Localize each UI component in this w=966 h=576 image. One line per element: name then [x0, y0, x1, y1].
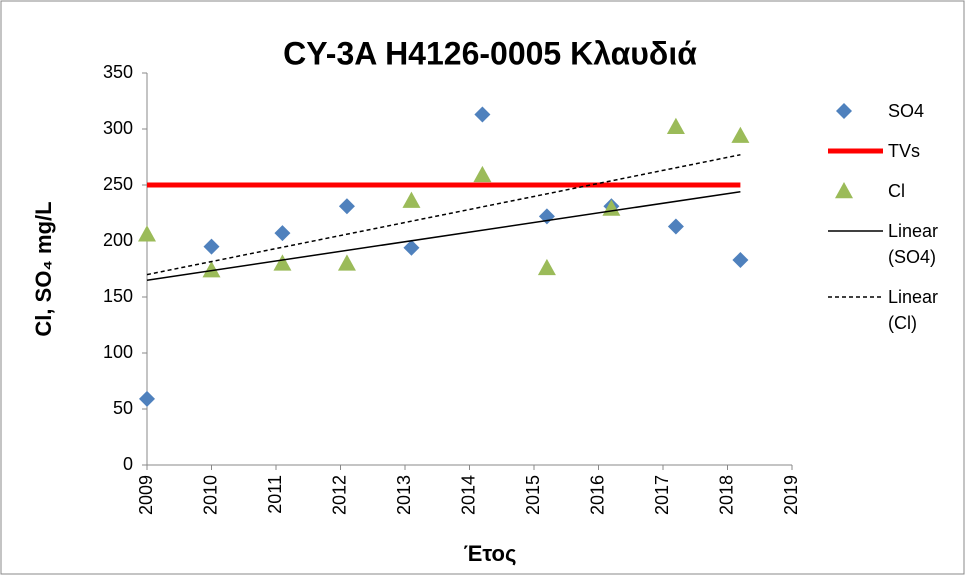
legend-swatch — [828, 296, 883, 298]
y-tick-label: 250 — [103, 174, 133, 194]
point — [474, 106, 491, 123]
point — [203, 238, 220, 255]
point — [338, 198, 355, 215]
point — [274, 225, 291, 242]
point — [402, 191, 421, 208]
legend-swatch — [836, 103, 852, 119]
point — [273, 254, 292, 271]
point — [667, 218, 684, 235]
x-tick-label: 2019 — [781, 475, 801, 515]
x-tick-label: 2015 — [523, 475, 543, 515]
x-tick-label: 2013 — [394, 475, 414, 515]
x-tick-label: 2012 — [329, 475, 349, 515]
x-tick-label: 2018 — [716, 475, 736, 515]
legend: SO4 TVs Cl Linear (SO4) Linear (Cl) — [828, 98, 960, 350]
x-tick-label: 2017 — [652, 475, 672, 515]
point — [138, 225, 156, 242]
series-line — [146, 154, 741, 276]
point — [337, 254, 356, 271]
legend-entry: Linear (SO4) — [828, 218, 960, 270]
y-tick-label: 100 — [103, 342, 133, 362]
x-tick-label: 2011 — [265, 475, 285, 514]
legend-swatch — [828, 148, 883, 154]
point — [666, 117, 685, 134]
y-tick-label: 200 — [103, 230, 133, 250]
point — [835, 182, 853, 199]
legend-entry: TVs — [828, 138, 960, 164]
point — [202, 261, 221, 278]
x-axis-title: Έτος — [464, 541, 517, 566]
y-tick-label: 300 — [103, 118, 133, 138]
legend-entry: Cl — [828, 178, 960, 204]
legend-label: Cl — [888, 181, 905, 201]
legend-label: SO4 — [888, 101, 925, 121]
y-axis-title: Cl, SO₄ mg/L — [31, 201, 56, 336]
point — [731, 126, 750, 143]
point — [139, 390, 155, 407]
series-line — [146, 190, 741, 281]
legend-label: Linear (SO4) — [888, 221, 939, 267]
legend-label: TVs — [888, 141, 921, 161]
y-tick-label: 350 — [103, 62, 133, 82]
y-tick-label: 0 — [123, 454, 133, 474]
chart-title: CY-3A H4126-0005 Κλαυδιά — [283, 35, 697, 71]
x-tick-label: 2009 — [136, 475, 156, 515]
legend-entry: Linear (Cl) — [828, 284, 960, 336]
point — [836, 103, 852, 119]
y-tick-label: 150 — [103, 286, 133, 306]
legend-swatch — [835, 182, 853, 199]
point — [537, 258, 556, 276]
legend-label: Linear (Cl) — [888, 287, 939, 333]
point — [473, 165, 492, 183]
legend-swatch — [828, 230, 883, 232]
legend-entry: SO4 — [828, 98, 960, 124]
x-tick-label: 2014 — [458, 475, 478, 515]
point — [403, 239, 420, 256]
x-tick-label: 2010 — [200, 475, 220, 515]
y-tick-label: 50 — [113, 398, 133, 418]
point — [732, 252, 749, 269]
x-tick-label: 2016 — [587, 475, 607, 515]
